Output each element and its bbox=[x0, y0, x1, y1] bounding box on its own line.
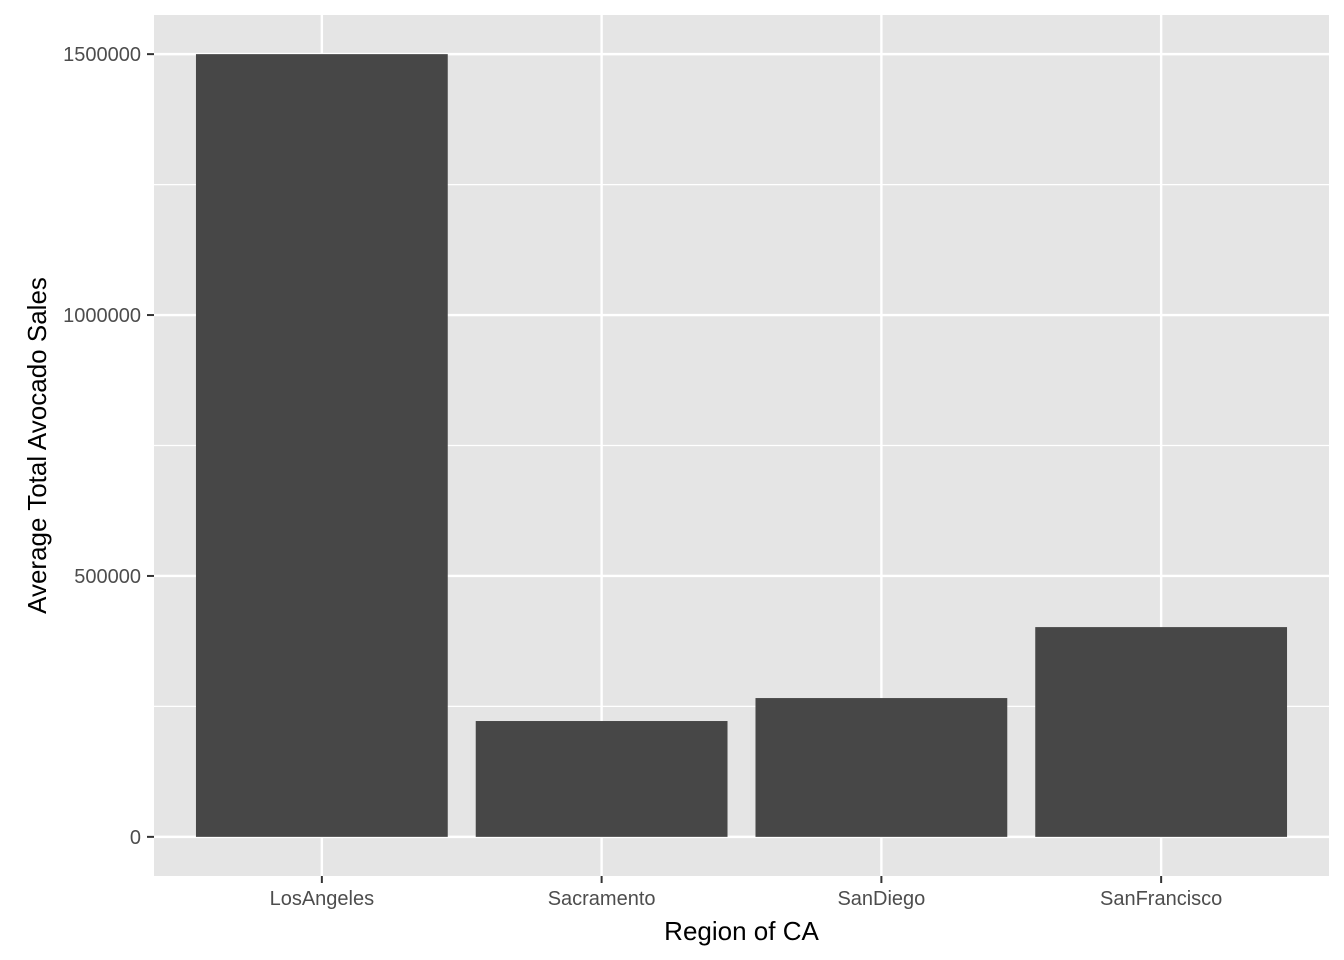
x-axis: LosAngeles Sacramento SanDiego SanFrancisco bbox=[270, 876, 1222, 910]
y-tick-label: 500000 bbox=[74, 566, 141, 588]
y-tick-label: 1500000 bbox=[63, 44, 141, 66]
y-tick-label: 1000000 bbox=[63, 305, 141, 327]
bar-sanfrancisco bbox=[1035, 627, 1288, 837]
bar-sacramento bbox=[475, 721, 728, 837]
bar-losangeles bbox=[195, 54, 448, 837]
x-tick-label: SanDiego bbox=[837, 888, 925, 910]
bar-sandiego bbox=[755, 698, 1008, 837]
y-tick-label: 0 bbox=[130, 827, 141, 849]
x-tick-label: SanFrancisco bbox=[1100, 888, 1222, 910]
x-tick-label: LosAngeles bbox=[270, 888, 375, 910]
bars bbox=[195, 54, 1288, 837]
x-tick-label: Sacramento bbox=[548, 888, 656, 910]
y-axis: 0 500000 1000000 1500000 bbox=[63, 44, 154, 849]
x-axis-title: Region of CA bbox=[664, 916, 819, 946]
y-axis-title: Average Total Avocado Sales bbox=[22, 277, 52, 614]
